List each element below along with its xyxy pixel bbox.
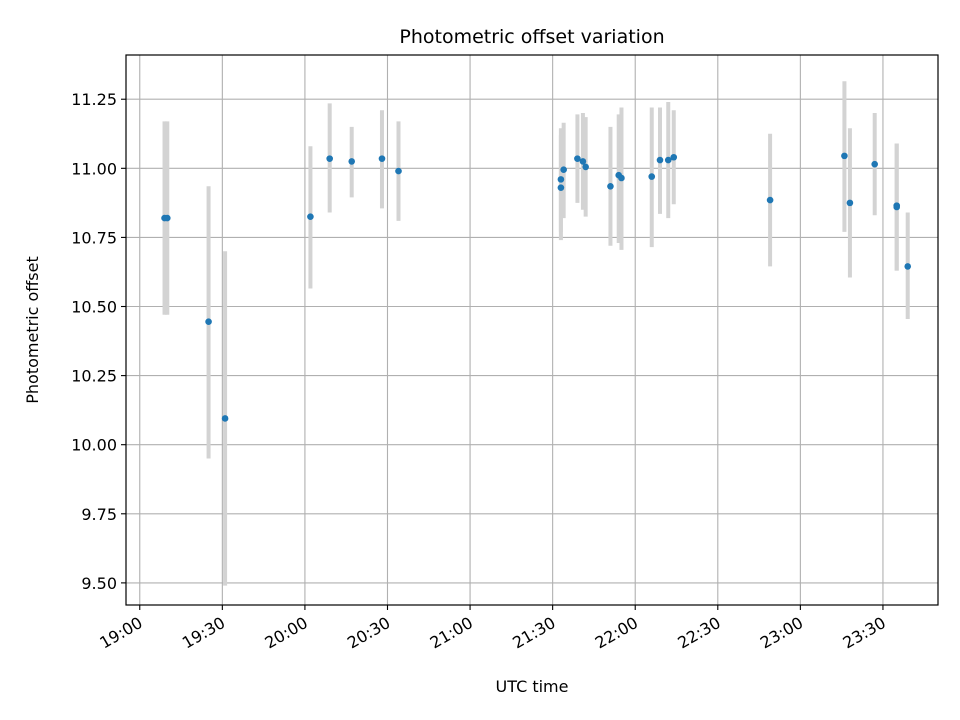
data-point — [205, 318, 212, 326]
data-point — [582, 163, 589, 171]
data-point — [607, 182, 614, 190]
data-point — [579, 158, 587, 165]
data-point — [395, 167, 402, 175]
data-point — [348, 158, 356, 165]
data-point — [557, 184, 565, 191]
y-tick-label: 10.50 — [71, 298, 117, 317]
data-point — [557, 176, 565, 183]
data-point — [378, 155, 386, 162]
data-point — [871, 160, 878, 168]
chart-title: Photometric offset variation — [399, 26, 664, 48]
x-axis-label: UTC time — [496, 677, 569, 696]
data-point — [893, 203, 901, 211]
data-points — [161, 152, 912, 422]
data-point — [841, 152, 848, 160]
y-tick-label: 10.25 — [71, 367, 117, 386]
data-point — [307, 213, 314, 220]
data-point — [670, 153, 678, 161]
data-point — [656, 156, 664, 164]
data-point — [163, 214, 171, 222]
data-point — [766, 196, 774, 204]
data-point — [846, 199, 854, 207]
y-tick-label: 10.75 — [71, 228, 117, 247]
data-point — [560, 166, 567, 173]
grid — [126, 55, 938, 605]
data-point — [221, 415, 229, 422]
plot-frame — [125, 54, 939, 606]
y-tick-label: 11.00 — [71, 159, 117, 178]
data-point — [904, 263, 912, 270]
data-point — [664, 156, 672, 164]
y-tick-label: 9.50 — [81, 574, 117, 593]
data-point — [574, 155, 581, 162]
y-axis-label: Photometric offset — [23, 256, 42, 404]
data-point — [326, 155, 333, 162]
data-point — [618, 174, 625, 182]
y-tick-label: 10.00 — [71, 436, 117, 455]
data-point — [648, 173, 656, 180]
y-tick-label: 11.25 — [71, 90, 117, 109]
y-axis-ticks: 9.50 9.75 10.00 10.25 10.50 10.75 11.00 11.25 — [71, 90, 126, 593]
y-tick-label: 9.75 — [81, 505, 117, 524]
